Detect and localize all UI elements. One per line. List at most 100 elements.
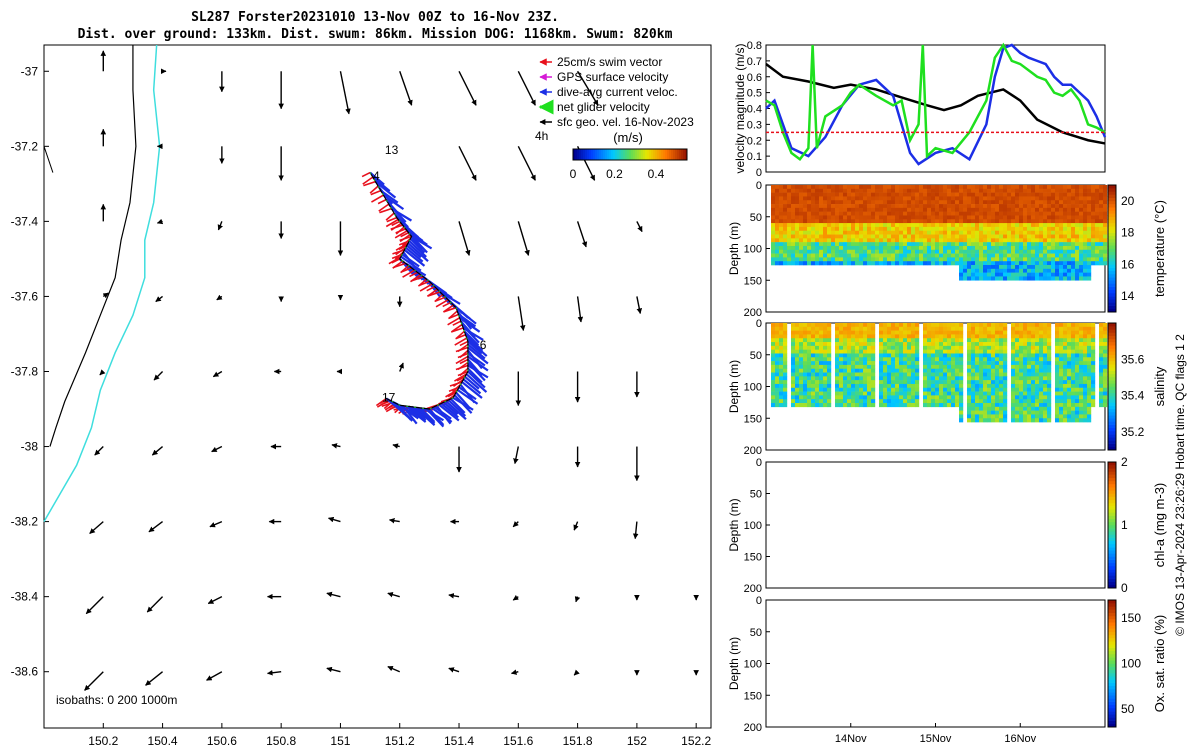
temperature-cell bbox=[1011, 223, 1016, 228]
temperature-cell bbox=[1011, 230, 1016, 235]
salinity-cell bbox=[1079, 387, 1084, 392]
temperature-cell bbox=[1063, 242, 1068, 247]
temperature-cell bbox=[1083, 185, 1088, 190]
temperature-cell bbox=[863, 261, 868, 266]
temperature-cell bbox=[1043, 215, 1048, 220]
salinity-cell bbox=[859, 399, 864, 404]
temperature-cell bbox=[995, 204, 1000, 209]
salinity-cell bbox=[807, 338, 812, 343]
colorbar-cell bbox=[1108, 443, 1116, 448]
salinity-cell bbox=[923, 364, 928, 370]
salinity-cell bbox=[859, 368, 864, 373]
colorbar-cell bbox=[1108, 248, 1116, 252]
temperature-cell bbox=[871, 245, 876, 251]
dive-avg-current-vector bbox=[408, 240, 427, 258]
salinity-cell bbox=[939, 334, 944, 339]
salinity-cell bbox=[1039, 387, 1044, 392]
salinity-cell bbox=[899, 395, 904, 400]
salinity-cell bbox=[1011, 372, 1016, 377]
salinity-cell bbox=[1055, 330, 1060, 335]
temperature-cell bbox=[799, 215, 804, 220]
temperature-cell bbox=[1007, 207, 1012, 212]
temperature-cell bbox=[987, 276, 992, 281]
temperature-cell bbox=[959, 261, 964, 266]
salinity-cell bbox=[1071, 357, 1076, 362]
temperature-cell bbox=[1087, 257, 1092, 262]
temperature-cell bbox=[991, 265, 996, 270]
dive-avg-current-vector bbox=[464, 333, 484, 352]
temperature-cell bbox=[1075, 215, 1080, 220]
salinity-cell bbox=[791, 376, 796, 381]
salinity-cell bbox=[915, 334, 920, 339]
salinity-cell bbox=[1067, 368, 1072, 373]
temperature-cell bbox=[1011, 245, 1016, 251]
salinity-cell bbox=[1039, 403, 1044, 408]
temperature-cell bbox=[779, 204, 784, 209]
temperature-cell bbox=[983, 249, 988, 254]
salinity-cell bbox=[975, 357, 980, 362]
temperature-cell bbox=[847, 211, 852, 216]
salinity-cell bbox=[1059, 330, 1064, 335]
salinity-cell bbox=[927, 380, 932, 385]
salinity-cell bbox=[803, 364, 808, 370]
temperature-cell bbox=[983, 272, 988, 277]
temperature-cell bbox=[1095, 253, 1100, 258]
salinity-cell bbox=[855, 353, 860, 358]
temperature-cell bbox=[915, 230, 920, 235]
salinity-cell bbox=[1047, 334, 1052, 339]
temperature-cell bbox=[795, 257, 800, 262]
temperature-cell bbox=[1071, 196, 1076, 201]
colorbar-cell bbox=[659, 149, 662, 160]
salinity-cell bbox=[935, 380, 940, 385]
salinity-cell bbox=[819, 334, 824, 339]
salinity-cell bbox=[907, 376, 912, 381]
salinity-cell bbox=[999, 330, 1004, 335]
salinity-cell bbox=[987, 338, 992, 343]
temperature-cell bbox=[939, 253, 944, 258]
temperature-cell bbox=[807, 261, 812, 266]
temperature-cell bbox=[1103, 223, 1108, 228]
salinity-cell bbox=[1059, 387, 1064, 392]
salinity-cell bbox=[783, 338, 788, 343]
salinity-cell bbox=[851, 326, 856, 331]
salinity-cell bbox=[1055, 403, 1060, 408]
salinity-cell bbox=[799, 338, 804, 343]
temperature-cell bbox=[827, 230, 832, 235]
salinity-cell bbox=[815, 403, 820, 408]
temperature-cell bbox=[887, 223, 892, 228]
salinity-cell bbox=[847, 353, 852, 358]
temperature-cell bbox=[867, 211, 872, 216]
colorbar-cell bbox=[1108, 219, 1116, 224]
salinity-cell bbox=[883, 342, 888, 347]
salinity-cell bbox=[1063, 372, 1068, 377]
temperature-cell bbox=[1079, 211, 1084, 216]
temperature-cell bbox=[887, 200, 892, 205]
temperature-cell bbox=[899, 234, 904, 239]
salinity-cell bbox=[951, 376, 956, 381]
salinity-cell bbox=[907, 338, 912, 343]
salinity-cell bbox=[923, 376, 928, 381]
y-tick-label: -38.6 bbox=[11, 665, 39, 679]
temperature-cell bbox=[795, 238, 800, 243]
salinity-cell bbox=[851, 380, 856, 385]
salinity-cell bbox=[987, 391, 992, 396]
salinity-cell bbox=[771, 349, 776, 354]
temperature-cell bbox=[843, 253, 848, 258]
temperature-cell bbox=[791, 219, 796, 224]
salinity-cell bbox=[799, 345, 804, 350]
salinity-cell bbox=[1027, 364, 1032, 370]
colorbar-cell bbox=[663, 149, 666, 160]
temperature-cell bbox=[1055, 200, 1060, 205]
salinity-cell bbox=[819, 395, 824, 400]
temperature-cell bbox=[1003, 204, 1008, 209]
colorbar-cell bbox=[1108, 641, 1116, 645]
salinity-cell bbox=[795, 403, 800, 408]
salinity-cell bbox=[843, 353, 848, 358]
y-tick-label: 0.6 bbox=[747, 72, 762, 84]
salinity-cell bbox=[1031, 349, 1036, 354]
salinity-cell bbox=[955, 326, 960, 331]
salinity-cell bbox=[987, 376, 992, 381]
temperature-cell bbox=[1011, 249, 1016, 254]
salinity-cell bbox=[779, 368, 784, 373]
swim-vector bbox=[435, 299, 449, 308]
